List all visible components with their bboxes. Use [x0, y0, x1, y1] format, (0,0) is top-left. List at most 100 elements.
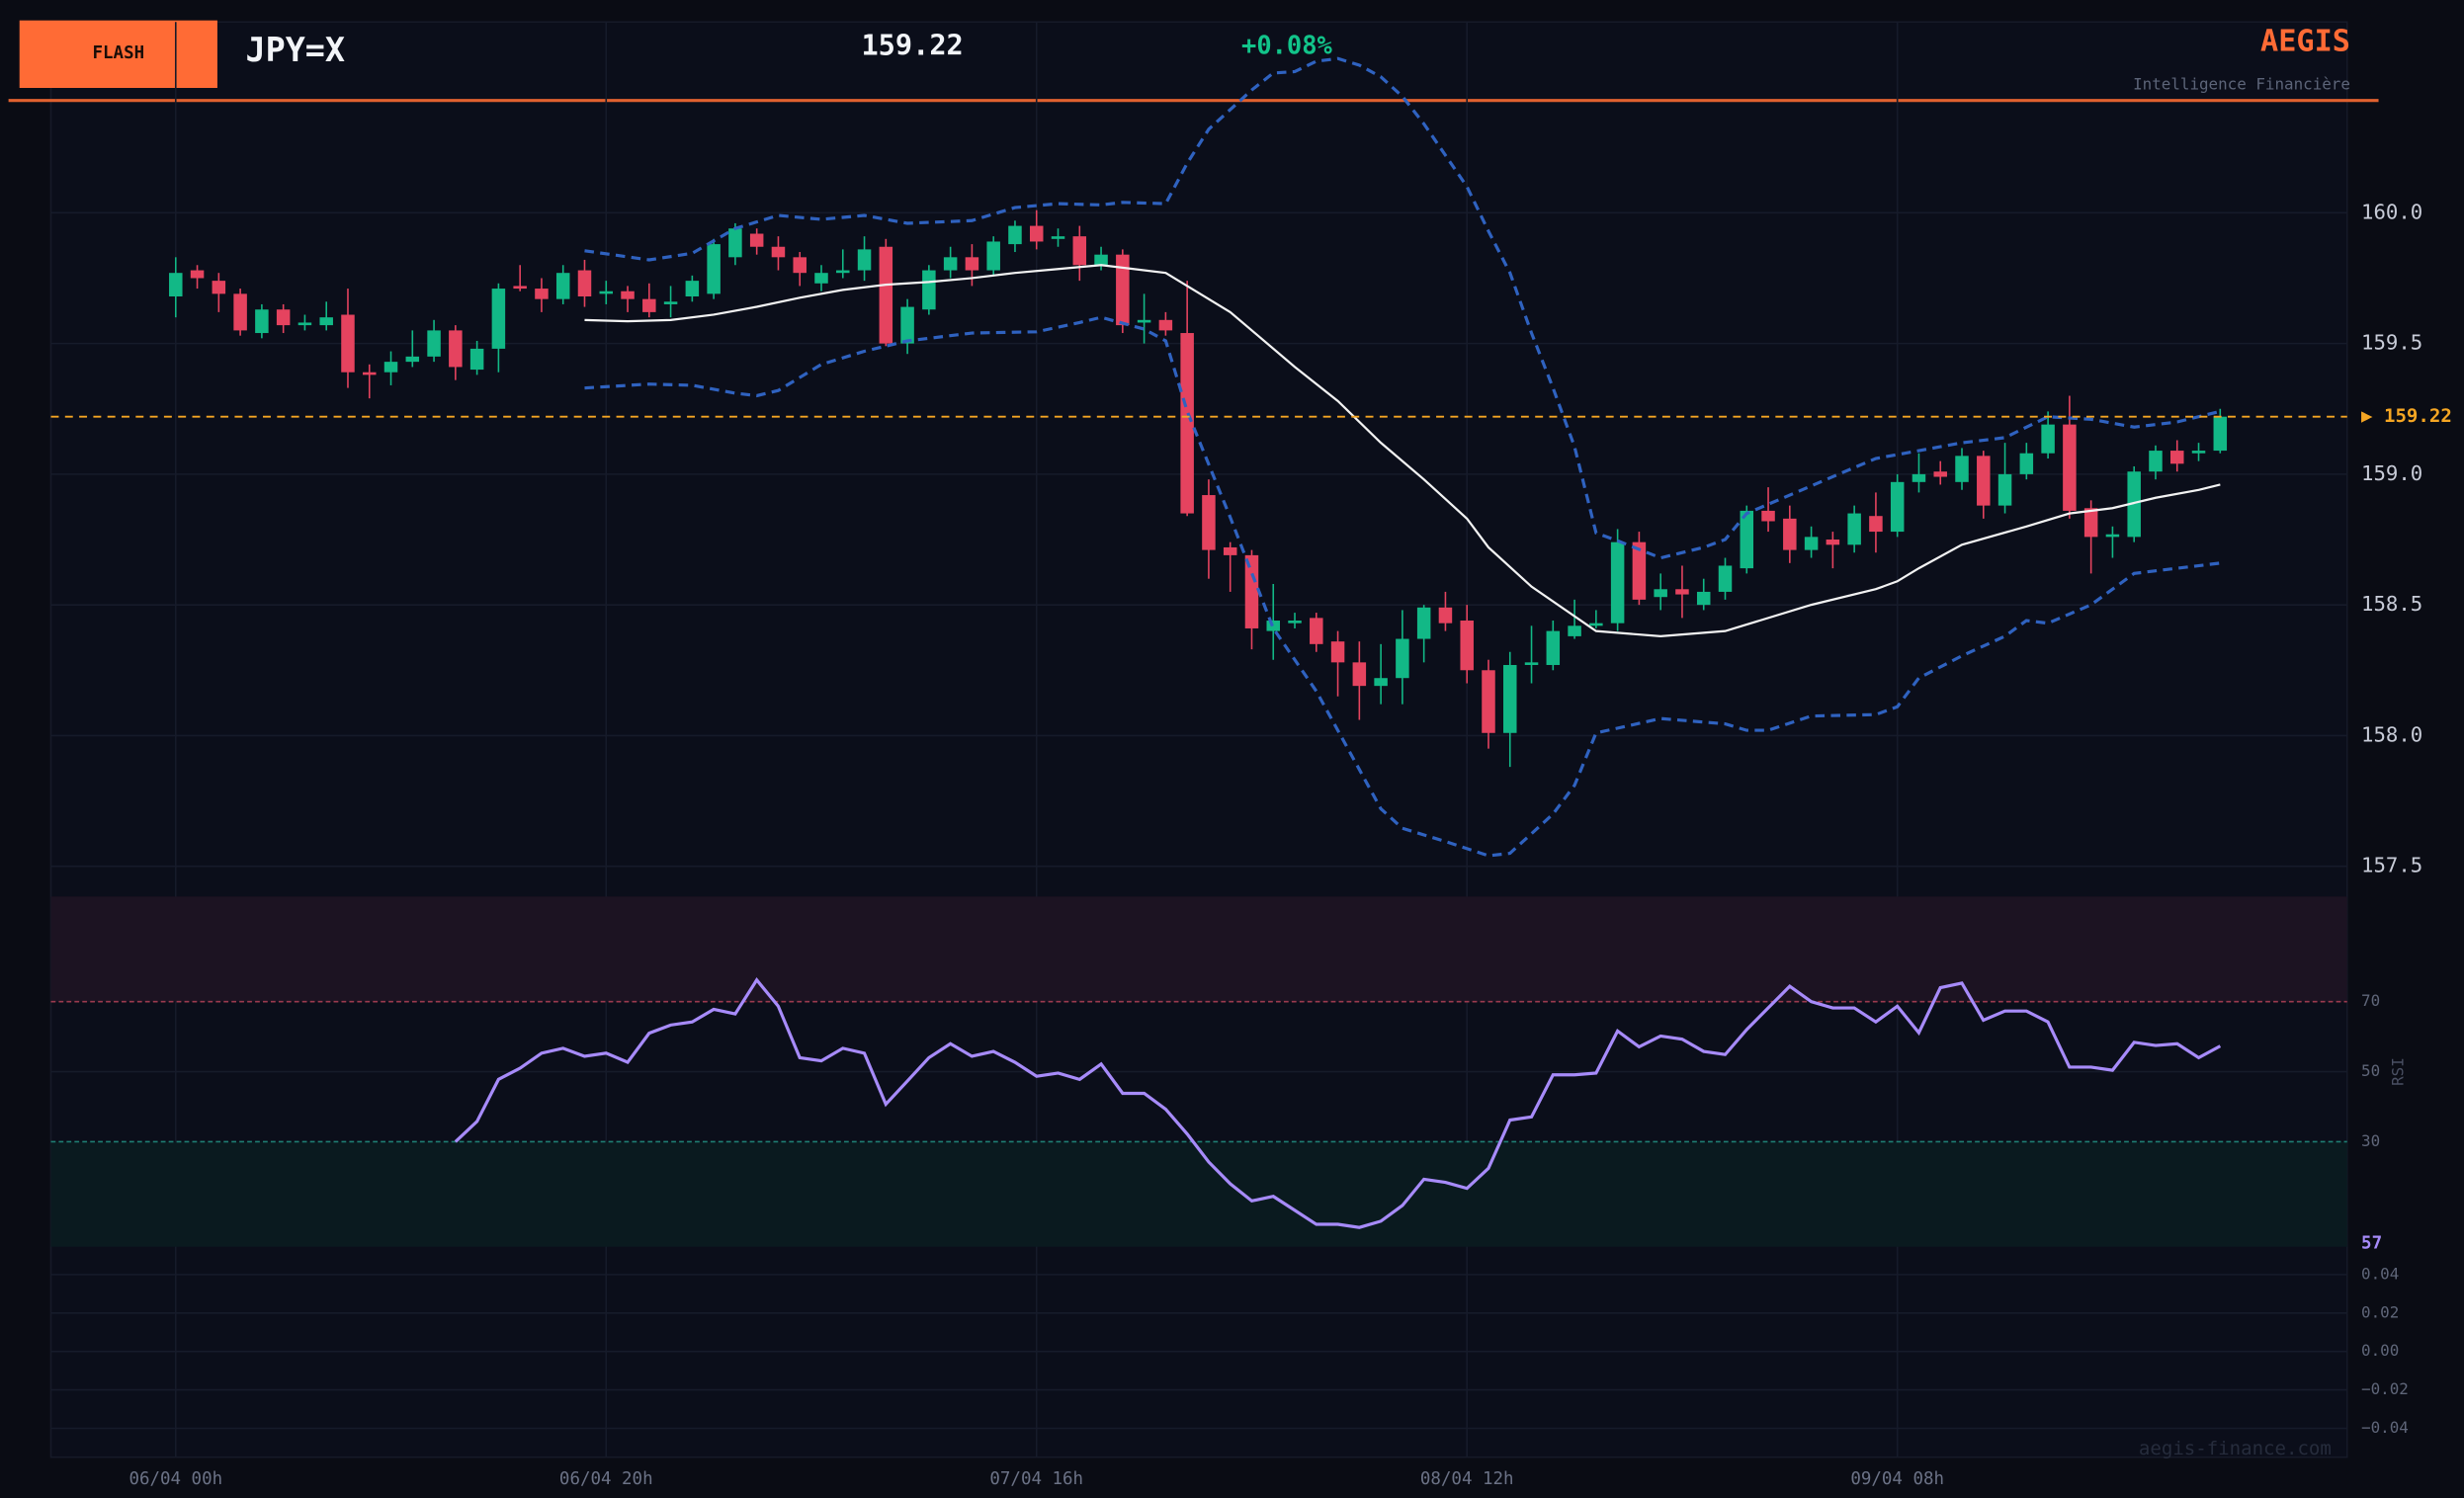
y-axis-label: RSI: [2389, 1057, 2408, 1086]
candle-body: [728, 228, 742, 258]
overbought-zone: [50, 896, 2347, 1002]
moving-average: [584, 264, 2221, 638]
candle-body: [1352, 662, 1367, 687]
y-tick-label: 157.5: [2361, 854, 2422, 877]
candle-body: [857, 249, 872, 271]
x-tick-label: 07/04 16h: [989, 1469, 1083, 1489]
candle-body: [2169, 451, 2184, 464]
candle-body: [1589, 623, 1603, 626]
candle-body: [621, 291, 635, 299]
candle-body: [793, 257, 807, 274]
change: +0.08%: [1241, 31, 1332, 60]
candle-body: [965, 257, 979, 271]
candle-body: [1008, 225, 1022, 245]
lower-band: [584, 315, 2221, 858]
candle-body: [1116, 254, 1130, 326]
price: 159.22: [861, 29, 963, 62]
y-tick-label: 0.00: [2361, 1341, 2399, 1360]
candle-body: [2083, 508, 2098, 538]
candle-body: [469, 348, 484, 371]
x-tick-label: 06/04 20h: [559, 1469, 653, 1489]
flash-badge: [19, 20, 217, 88]
candle-body: [297, 322, 312, 326]
candle-body: [1029, 225, 1044, 242]
candle-body: [685, 281, 700, 297]
y-tick-label: −0.04: [2361, 1418, 2409, 1437]
candle-body: [879, 246, 893, 344]
y-tick-label: 158.5: [2361, 592, 2422, 616]
candle-body: [2127, 471, 2141, 538]
x-tick-label: 08/04 12h: [1420, 1469, 1514, 1489]
candle-body: [212, 281, 226, 294]
tagline: Intelligence Financière: [2133, 74, 2350, 93]
candle-body: [943, 257, 958, 271]
candle-body: [2063, 424, 2077, 511]
y-tick-label: 50: [2361, 1061, 2380, 1080]
candle-body: [1826, 540, 1840, 545]
y-tick-label: −0.02: [2361, 1379, 2409, 1398]
candle-body: [1783, 518, 1797, 550]
candle-body: [1396, 638, 1409, 679]
candle-body: [491, 289, 506, 349]
candle-body: [276, 309, 291, 326]
candle-body: [2213, 416, 2228, 452]
candle-body: [749, 233, 764, 247]
upper-band: [584, 56, 2221, 560]
candle-body: [1654, 589, 1667, 598]
candle-body: [922, 270, 936, 310]
candle-body: [1330, 641, 1345, 663]
candle-body: [986, 241, 1000, 271]
candle-body: [427, 330, 441, 357]
candle-body: [771, 246, 786, 258]
candle-body: [535, 289, 549, 299]
x-tick-label: 06/04 00h: [128, 1469, 222, 1489]
x-tick-label: 09/04 08h: [1850, 1469, 1944, 1489]
candle-body: [555, 273, 570, 299]
candle-body: [1740, 510, 1754, 569]
candle-body: [362, 372, 377, 375]
candle-body: [814, 273, 828, 284]
ticker: JPY=X: [246, 31, 345, 69]
candle-body: [1460, 621, 1474, 671]
last-price-label: ▶ 159.22: [2361, 405, 2452, 427]
candle-body: [233, 293, 247, 331]
candle-body: [1847, 513, 1861, 545]
candle-body: [1610, 541, 1625, 624]
candle-body: [1310, 618, 1323, 644]
candle-body: [2191, 451, 2206, 454]
candle-body: [663, 301, 678, 304]
candle-body: [1869, 516, 1883, 533]
candle-body: [1696, 591, 1711, 606]
candle-body: [319, 317, 333, 326]
candle-body: [1180, 333, 1194, 514]
rsi-last-label: 57: [2361, 1234, 2382, 1254]
candle-body: [1718, 565, 1733, 592]
candle-body: [1416, 607, 1431, 639]
candle-body: [1072, 236, 1087, 266]
candle-body: [1051, 236, 1065, 239]
candle-body: [513, 286, 527, 290]
candle-body: [1568, 625, 1581, 636]
candle-body: [599, 291, 614, 294]
candle-body: [1223, 546, 1237, 555]
candle-body: [1977, 456, 1991, 506]
candle-body: [1997, 473, 2012, 506]
y-tick-label: 160.0: [2361, 200, 2422, 223]
candle-body: [1202, 495, 1216, 550]
y-tick-label: 158.0: [2361, 722, 2422, 746]
y-tick-label: 159.0: [2361, 461, 2422, 485]
candle-body: [1912, 473, 1926, 482]
candle-body: [1137, 319, 1151, 323]
candle-body: [190, 270, 205, 279]
y-tick-label: 0.02: [2361, 1302, 2399, 1321]
candle-body: [577, 270, 592, 297]
candle-body: [1890, 481, 1905, 533]
candle-body: [1266, 621, 1280, 631]
y-tick-label: 0.04: [2361, 1264, 2399, 1283]
candle-body: [1094, 254, 1108, 266]
candle-body: [169, 273, 183, 297]
candle-body: [1374, 678, 1388, 687]
candle-body: [642, 298, 656, 312]
candle-body: [1503, 664, 1517, 733]
candle-body: [1158, 319, 1173, 331]
